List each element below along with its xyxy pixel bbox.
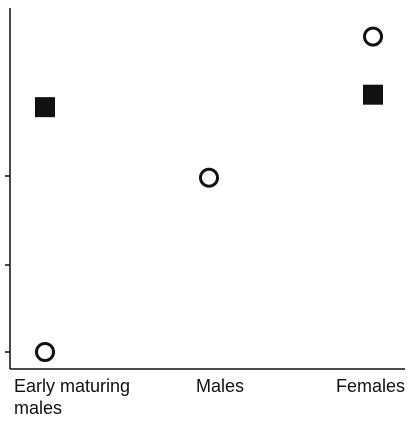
filled-square-point [363, 84, 383, 105]
open-circle-point [35, 342, 55, 362]
axes [5, 8, 405, 370]
filled-square-point [35, 97, 55, 118]
x-tick-label: Early maturing males [14, 376, 131, 418]
open-circle-point [199, 167, 219, 188]
x-tick-label: Males [195, 376, 245, 396]
open-circle-point [363, 26, 383, 47]
data-points [35, 26, 383, 362]
x-tick-label: Females [335, 376, 405, 396]
